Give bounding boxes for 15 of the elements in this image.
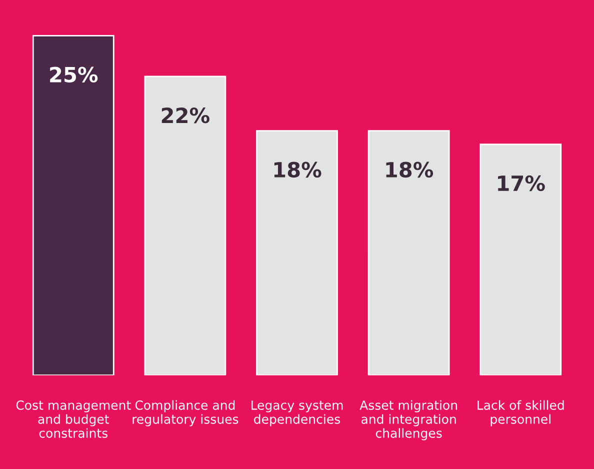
data-label: 18% [274,162,322,178]
x-tick-label: Cost management and budget constraints [16,400,131,438]
bar [368,130,450,376]
x-tick-label: Compliance and regulatory issues [132,400,238,426]
data-label: 22% [162,107,210,124]
x-tick-label: Lack of skilled personnel [478,400,564,426]
bar [144,76,226,376]
bar [32,35,114,376]
bar [480,144,562,376]
data-label: 17% [498,175,545,192]
x-tick-label: Asset migration and integration challenges [360,400,457,440]
bar [256,130,338,376]
data-label: 25% [50,66,98,83]
x-tick-label: Legacy system dependencies [251,400,343,426]
data-label: 18% [386,162,434,178]
